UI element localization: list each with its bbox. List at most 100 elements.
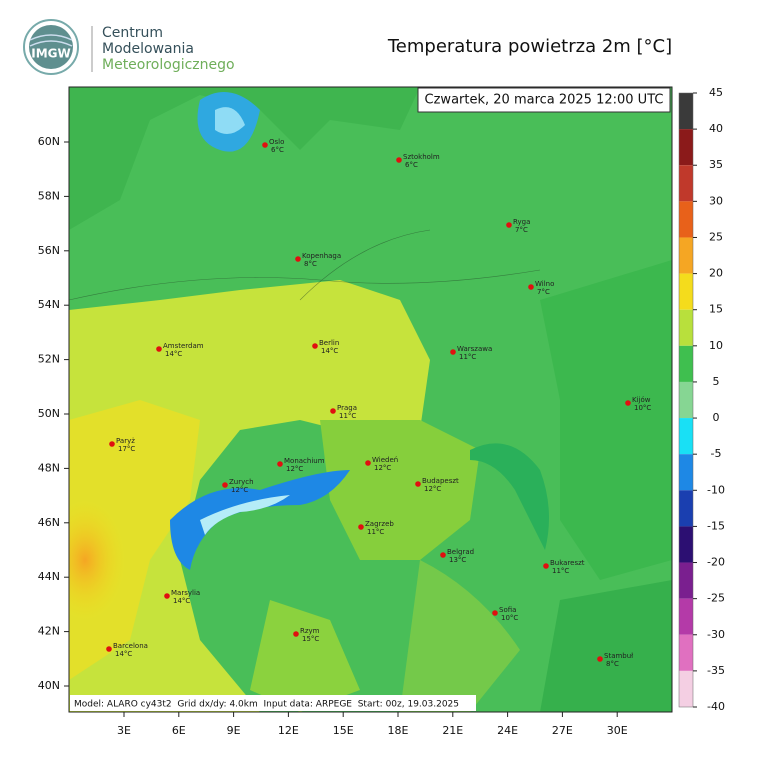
city-marker	[450, 349, 456, 355]
city-marker	[625, 400, 631, 406]
city-name: Belgrad	[447, 548, 474, 556]
map-field	[69, 87, 672, 712]
logo: IMGW	[23, 19, 93, 75]
city-marker	[543, 563, 549, 569]
colorbar-label: -30	[707, 628, 725, 641]
city-temp: 11°C	[552, 567, 569, 575]
lon-label: 12E	[278, 724, 299, 737]
colorbar-segment	[679, 526, 693, 563]
city-temp: 7°C	[515, 226, 528, 234]
org-line: Modelowania	[102, 41, 194, 57]
colorbar-label: -40	[707, 700, 725, 713]
lat-label: 48N	[38, 461, 60, 474]
city-name: Paryż	[116, 437, 135, 445]
lon-label: 27E	[552, 724, 573, 737]
city-name: Sztokholm	[403, 153, 440, 161]
city-temp: 12°C	[286, 465, 303, 473]
valid-time: Czwartek, 20 marca 2025 12:00 UTC	[425, 93, 664, 108]
colorbar-segment	[679, 345, 693, 382]
colorbar-segment	[679, 418, 693, 455]
city-name: Oslo	[269, 138, 284, 146]
colorbar-label: -25	[707, 592, 725, 605]
colorbar-label: 15	[709, 303, 723, 316]
colorbar-label: 35	[709, 158, 723, 171]
colorbar-segment	[679, 634, 693, 671]
lon-label: 30E	[607, 724, 628, 737]
lon-label: 24E	[497, 724, 518, 737]
lat-label: 52N	[38, 353, 60, 366]
city-marker	[293, 631, 299, 637]
lat-label: 42N	[38, 625, 60, 638]
colorbar-label: -35	[707, 664, 725, 677]
city-marker	[312, 343, 318, 349]
org-line: Centrum	[102, 25, 163, 41]
lat-label: 40N	[38, 679, 60, 692]
lat-label: 50N	[38, 407, 60, 420]
city-marker	[156, 346, 162, 352]
colorbar-segment	[679, 562, 693, 599]
city-marker	[440, 552, 446, 558]
city-marker	[222, 482, 228, 488]
city-marker	[506, 222, 512, 228]
time-box	[417, 87, 671, 113]
lat-label: 58N	[38, 189, 60, 202]
colorbar-segment	[679, 273, 693, 310]
colorbar-frame	[678, 92, 694, 708]
city-marker	[295, 256, 301, 262]
city-name: Warszawa	[457, 345, 492, 353]
city-name: Barcelona	[113, 642, 148, 650]
city-temp: 7°C	[537, 288, 550, 296]
lon-label: 6E	[172, 724, 186, 737]
colorbar-segment	[679, 490, 693, 527]
lon-label: 3E	[117, 724, 131, 737]
city-name: Monachium	[284, 457, 325, 465]
city-marker	[597, 656, 603, 662]
colorbar-segment	[679, 309, 693, 346]
city-marker	[262, 142, 268, 148]
colorbar-label: 45	[709, 86, 723, 99]
colorbar-label: 30	[709, 194, 723, 207]
city-marker	[106, 646, 112, 652]
city-name: Ryga	[513, 218, 530, 226]
city-name: Amsterdam	[163, 342, 204, 350]
lon-label: 21E	[442, 724, 463, 737]
city-marker	[415, 481, 421, 487]
colorbar-label: -10	[707, 483, 725, 496]
city-name: Zagrzeb	[365, 520, 394, 528]
city-temp: 8°C	[304, 260, 317, 268]
city-name: Budapeszt	[422, 477, 459, 485]
city-temp: 6°C	[271, 146, 284, 154]
city-marker	[164, 593, 170, 599]
city-name: Zurych	[229, 478, 254, 486]
title: Temperatura powietrza 2m [°C]	[387, 36, 672, 57]
city-marker	[396, 157, 402, 163]
city-temp: 13°C	[449, 556, 466, 564]
city-temp: 14°C	[115, 650, 132, 658]
city-marker	[528, 284, 534, 290]
map-frame	[68, 86, 673, 713]
city-name: Rzym	[300, 627, 320, 635]
city-name: Kopenhaga	[302, 252, 341, 260]
colorbar-segment	[679, 670, 693, 707]
city-marker	[330, 408, 336, 414]
city-temp: 14°C	[173, 597, 190, 605]
city-temp: 10°C	[634, 404, 651, 412]
footer: Model: ALARO cy43t2 Grid dx/dy: 4.0km In…	[74, 700, 459, 710]
city-temp: 14°C	[321, 347, 338, 355]
city-marker	[109, 441, 115, 447]
city-name: Praga	[337, 404, 357, 412]
colorbar-segment	[679, 129, 693, 166]
colorbar-label: 0	[713, 411, 720, 424]
city-temp: 6°C	[405, 161, 418, 169]
colorbar-segment	[679, 93, 693, 130]
city-marker	[277, 461, 283, 467]
colorbar-label: 20	[709, 267, 723, 280]
footer-box	[70, 695, 476, 711]
city-name: Sofia	[499, 606, 516, 614]
city-temp: 12°C	[374, 464, 391, 472]
colorbar-segment	[679, 201, 693, 238]
city-temp: 11°C	[339, 412, 356, 420]
colorbar-segment	[679, 237, 693, 274]
city-temp: 10°C	[501, 614, 518, 622]
